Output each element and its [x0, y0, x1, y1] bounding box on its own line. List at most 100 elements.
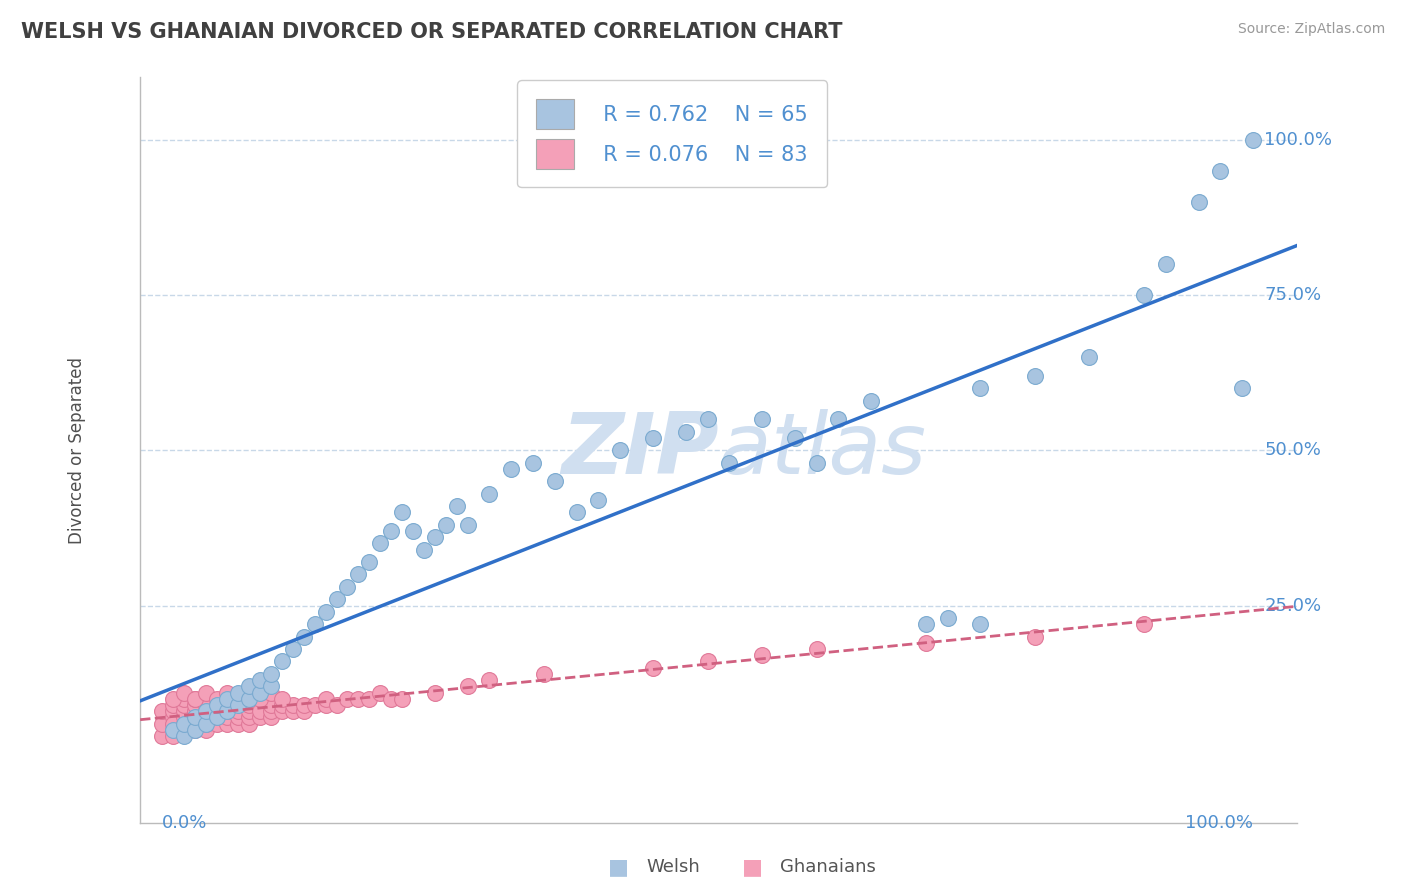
Point	[150, 704, 173, 718]
Point	[641, 431, 664, 445]
Point	[347, 567, 370, 582]
Point	[228, 698, 250, 712]
Text: Welsh: Welsh	[647, 858, 700, 876]
Point	[914, 617, 936, 632]
Point	[249, 685, 271, 699]
Point	[183, 698, 205, 712]
Text: 25.0%: 25.0%	[1264, 597, 1322, 615]
Point	[641, 661, 664, 675]
Point	[238, 685, 260, 699]
Point	[260, 685, 283, 699]
Point	[1232, 381, 1254, 395]
Text: ■: ■	[609, 857, 628, 877]
Point	[183, 716, 205, 731]
Point	[1133, 617, 1156, 632]
Point	[1078, 350, 1101, 364]
Point	[751, 412, 773, 426]
Point	[325, 592, 347, 607]
Text: 100.0%: 100.0%	[1264, 130, 1333, 149]
Text: WELSH VS GHANAIAN DIVORCED OR SEPARATED CORRELATION CHART: WELSH VS GHANAIAN DIVORCED OR SEPARATED …	[21, 22, 842, 42]
Point	[173, 729, 195, 743]
Point	[228, 704, 250, 718]
Point	[423, 685, 446, 699]
Point	[675, 425, 697, 439]
Point	[325, 698, 347, 712]
Point	[718, 456, 741, 470]
Point	[271, 698, 294, 712]
Point	[173, 704, 195, 718]
Point	[271, 704, 294, 718]
Point	[249, 710, 271, 724]
Point	[969, 617, 991, 632]
Point	[194, 716, 217, 731]
Point	[860, 393, 883, 408]
Point	[304, 617, 326, 632]
Point	[478, 486, 501, 500]
Point	[336, 691, 359, 706]
Text: 50.0%: 50.0%	[1264, 442, 1322, 459]
Point	[194, 716, 217, 731]
Point	[281, 698, 304, 712]
Point	[292, 630, 315, 644]
Text: 100.0%: 100.0%	[1185, 814, 1253, 831]
Point	[162, 691, 184, 706]
Point	[1024, 368, 1046, 383]
Point	[533, 666, 555, 681]
Point	[281, 642, 304, 657]
Point	[217, 685, 239, 699]
Point	[194, 704, 217, 718]
Point	[238, 698, 260, 712]
Point	[783, 431, 806, 445]
Point	[162, 716, 184, 731]
Point	[173, 716, 195, 731]
Point	[183, 723, 205, 737]
Point	[183, 691, 205, 706]
Point	[238, 691, 260, 706]
Point	[205, 698, 228, 712]
Text: Divorced or Separated: Divorced or Separated	[67, 357, 86, 544]
Point	[368, 685, 391, 699]
Legend:   R = 0.762    N = 65,   R = 0.076    N = 83: R = 0.762 N = 65, R = 0.076 N = 83	[517, 80, 827, 187]
Point	[238, 704, 260, 718]
Point	[522, 456, 544, 470]
Point	[347, 691, 370, 706]
Point	[806, 642, 828, 657]
Point	[359, 691, 381, 706]
Point	[162, 710, 184, 724]
Text: ■: ■	[742, 857, 762, 877]
Point	[315, 698, 337, 712]
Text: 75.0%: 75.0%	[1264, 286, 1322, 304]
Point	[292, 704, 315, 718]
Point	[827, 412, 849, 426]
Point	[315, 605, 337, 619]
Point	[696, 655, 718, 669]
Point	[173, 698, 195, 712]
Point	[969, 381, 991, 395]
Point	[260, 666, 283, 681]
Point	[423, 530, 446, 544]
Point	[249, 673, 271, 687]
Point	[260, 698, 283, 712]
Point	[217, 704, 239, 718]
Text: ZIP: ZIP	[561, 409, 718, 491]
Point	[162, 723, 184, 737]
Point	[936, 611, 959, 625]
Point	[194, 704, 217, 718]
Point	[194, 723, 217, 737]
Point	[162, 698, 184, 712]
Point	[205, 710, 228, 724]
Point	[271, 655, 294, 669]
Point	[183, 691, 205, 706]
Text: 0.0%: 0.0%	[162, 814, 207, 831]
Point	[751, 648, 773, 663]
Point	[228, 691, 250, 706]
Point	[1024, 630, 1046, 644]
Point	[238, 716, 260, 731]
Point	[217, 716, 239, 731]
Point	[228, 716, 250, 731]
Point	[238, 710, 260, 724]
Point	[194, 685, 217, 699]
Point	[501, 462, 523, 476]
Point	[194, 710, 217, 724]
Point	[281, 704, 304, 718]
